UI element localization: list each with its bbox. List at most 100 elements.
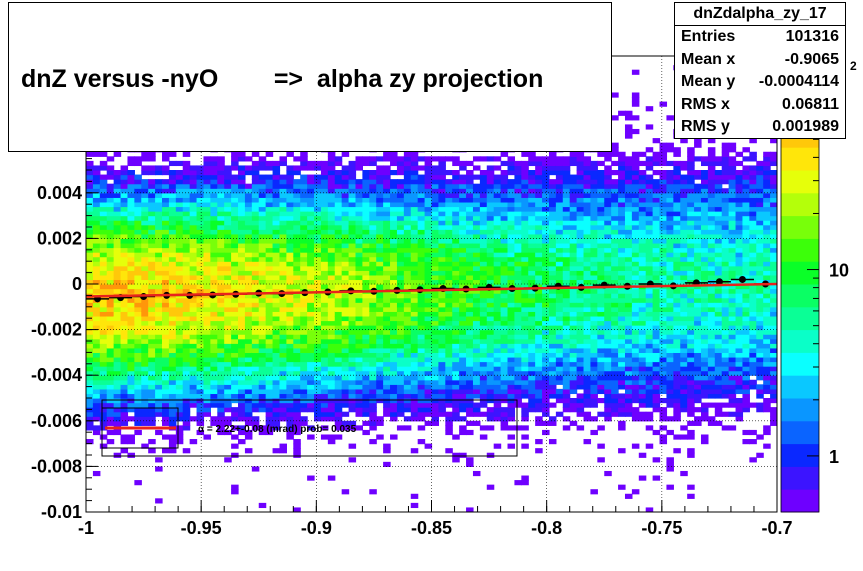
heatmap-cell [410,233,419,239]
heatmap-cell [224,366,232,372]
heatmap-cell [597,457,605,463]
heatmap-cell [162,284,170,290]
heatmap-cell [86,188,94,194]
heatmap-cell [431,411,440,417]
heatmap-cell [479,256,488,262]
heatmap-cell [334,252,343,258]
heatmap-cell [106,311,115,317]
heatmap-cell [438,183,446,189]
heatmap-cell [645,188,654,194]
heatmap-cell [479,434,488,440]
heatmap-cell [417,229,426,235]
heatmap-cell [293,398,301,404]
heatmap-cell [431,356,440,363]
heatmap-cell [369,306,377,312]
heatmap-cell [134,411,142,417]
heatmap-cell [127,343,135,349]
heatmap-cell [189,402,198,408]
heatmap-cell [638,388,647,395]
heatmap-cell [362,201,370,208]
heatmap-cell [168,206,177,212]
heatmap-cell [562,379,571,385]
heatmap-cell [293,229,301,235]
heatmap-cell [424,265,433,271]
heatmap-cell [272,356,281,363]
heatmap-cell [562,224,571,230]
heatmap-cell [210,325,218,331]
heatmap-cell [92,375,101,381]
heatmap-cell [231,370,239,376]
heatmap-cell [355,311,363,317]
heatmap-cell [314,320,322,326]
heatmap-cell [424,165,433,171]
heatmap-cell [362,274,370,281]
heatmap-cell [272,370,281,376]
heatmap-cell [417,320,426,326]
heatmap-cell [182,151,191,157]
heatmap-cell [127,179,135,185]
heatmap-cell [459,293,467,299]
heatmap-cell [134,220,142,226]
heatmap-cell [548,306,557,312]
heatmap-cell [238,361,246,367]
heatmap-cell [320,270,329,276]
heatmap-cell [86,352,94,358]
heatmap-cell [514,252,522,258]
heatmap-cell [431,192,440,198]
heatmap-cell [286,347,294,353]
heatmap-cell [134,347,142,353]
heatmap-cell [162,393,170,399]
heatmap-cell [286,420,294,426]
heatmap-cell [300,160,308,167]
heatmap-cell [535,293,543,299]
heatmap-cell [134,256,142,262]
heatmap-cell [417,347,426,353]
heatmap-cell [452,356,460,363]
heatmap-cell [265,361,274,367]
heatmap-cell [548,356,557,363]
heatmap-cell [231,329,239,335]
heatmap-cell [576,352,585,358]
heatmap-cell [334,233,343,239]
heatmap-cell [134,188,142,194]
heatmap-cell [210,160,218,167]
heatmap-cell [514,279,522,285]
heatmap-cell [507,370,516,376]
heatmap-cell [265,192,274,198]
heatmap-cell [265,375,274,381]
heatmap-cell [168,329,177,335]
heatmap-cell [528,338,536,344]
heatmap-cell [355,334,363,340]
heatmap-cell [348,293,357,299]
heatmap-cell [604,288,612,294]
heatmap-cell [210,366,218,372]
heatmap-cell [341,315,350,322]
heatmap-cell [238,402,246,408]
heatmap-cell [203,215,211,221]
heatmap-cell [106,192,115,198]
heatmap-cell [224,370,232,376]
heatmap-cell [638,242,647,249]
heatmap-cell [327,247,336,253]
heatmap-cell [279,379,287,385]
heatmap-cell [459,407,467,413]
heatmap-cell [279,211,287,217]
heatmap-cell [631,174,640,180]
heatmap-cell [258,247,267,253]
heatmap-cell [334,183,343,189]
heatmap-cell [148,179,156,185]
heatmap-cell [583,197,592,203]
heatmap-cell [604,238,612,244]
heatmap-cell [155,352,163,358]
heatmap-cell [403,329,412,335]
heatmap-cell [466,192,474,198]
heatmap-cell [162,320,170,326]
heatmap-cell [286,174,294,180]
heatmap-cell [134,206,142,212]
heatmap-cell [583,402,592,408]
heatmap-cell [341,347,350,353]
heatmap-cell [445,388,453,395]
heatmap-cell [472,470,481,477]
heatmap-cell [383,284,391,290]
heatmap-cell [624,188,633,194]
